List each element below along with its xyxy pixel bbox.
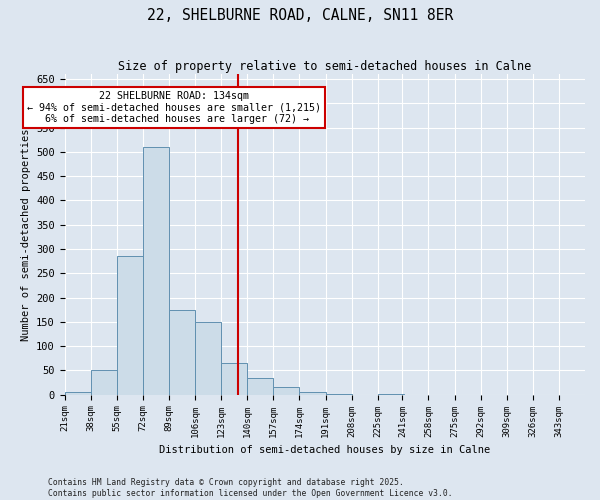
Bar — [117, 256, 143, 394]
Bar — [299, 392, 326, 394]
Text: 22, SHELBURNE ROAD, CALNE, SN11 8ER: 22, SHELBURNE ROAD, CALNE, SN11 8ER — [147, 8, 453, 22]
Bar — [221, 363, 247, 394]
Bar — [247, 378, 274, 394]
X-axis label: Distribution of semi-detached houses by size in Calne: Distribution of semi-detached houses by … — [159, 445, 490, 455]
Text: 22 SHELBURNE ROAD: 134sqm  
← 94% of semi-detached houses are smaller (1,215)
  : 22 SHELBURNE ROAD: 134sqm ← 94% of semi-… — [26, 91, 320, 124]
Bar — [274, 388, 299, 394]
Bar — [65, 392, 91, 394]
Bar — [169, 310, 195, 394]
Bar — [91, 370, 117, 394]
Bar — [143, 147, 169, 394]
Y-axis label: Number of semi-detached properties: Number of semi-detached properties — [20, 128, 31, 340]
Title: Size of property relative to semi-detached houses in Calne: Size of property relative to semi-detach… — [118, 60, 532, 73]
Bar — [195, 322, 221, 394]
Text: Contains HM Land Registry data © Crown copyright and database right 2025.
Contai: Contains HM Land Registry data © Crown c… — [48, 478, 452, 498]
